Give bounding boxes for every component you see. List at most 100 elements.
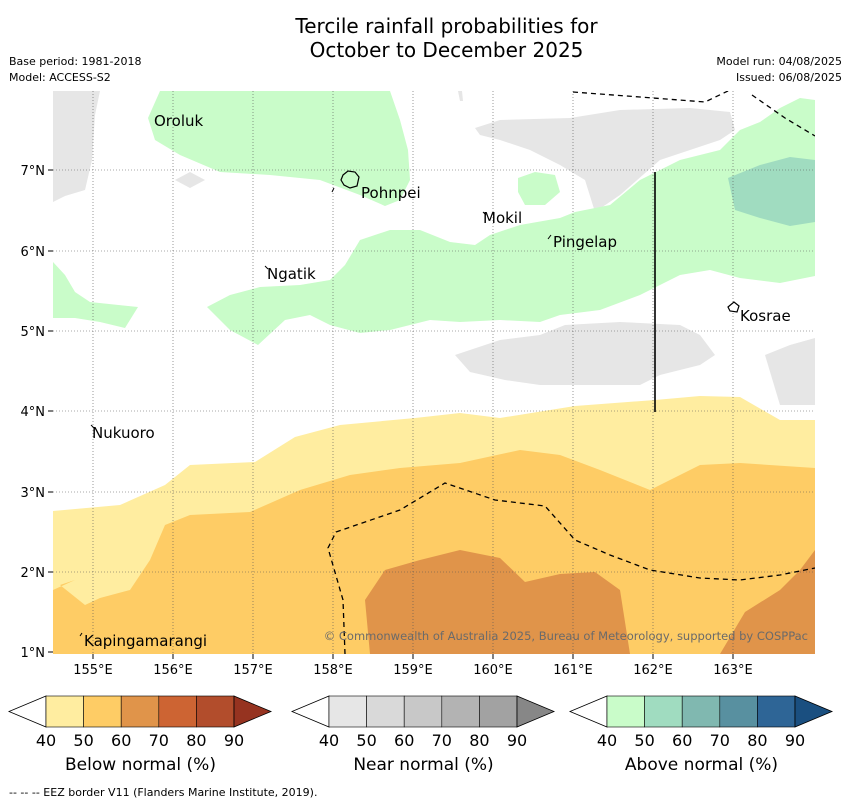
- base-period: Base period: 1981-2018: [9, 55, 142, 68]
- colorbar-tick-label: 80: [747, 731, 767, 750]
- near-normal-region-central: [455, 322, 715, 385]
- colorbar-tick-label: 40: [597, 731, 617, 750]
- lon-tick-label: 159°E: [393, 663, 433, 678]
- place-label-nukuoro: Nukuoro: [92, 424, 155, 442]
- lat-tick-label: 6°N: [21, 245, 46, 260]
- lat-tick-label: 5°N: [21, 325, 46, 340]
- colorbar-segment: [757, 695, 796, 728]
- place-label-pohnpei: Pohnpei: [361, 184, 421, 202]
- map-title: Tercile rainfall probabilities for Octob…: [0, 14, 850, 62]
- place-label-oroluk: Oroluk: [154, 112, 203, 130]
- colorbar-tick-label: 60: [672, 731, 692, 750]
- lat-tick-label: 7°N: [21, 164, 46, 179]
- model-run: Model run: 04/08/2025: [716, 55, 842, 68]
- colorbar-extend-high: [516, 695, 556, 728]
- colorbar-segment: [606, 695, 645, 728]
- colorbar-tick-label: 70: [149, 731, 169, 750]
- colorbar-segment: [441, 695, 480, 728]
- near-normal-region-speck: [458, 91, 463, 101]
- place-label-mokil: Mokil: [483, 209, 522, 227]
- colorbar-tick-label: 50: [356, 731, 376, 750]
- place-label-kapingamarangi: Kapingamarangi: [84, 632, 207, 650]
- colorbar-segment: [719, 695, 758, 728]
- longitude-axis: 155°E 156°E 157°E 158°E 159°E 160°E 161°E 162°E…: [73, 654, 753, 678]
- colorbar-extend-high: [794, 695, 834, 728]
- below-normal-60-70-region: [365, 550, 630, 654]
- colorbar-segment: [366, 695, 405, 728]
- colorbar-tick-label: 80: [186, 731, 206, 750]
- colorbar-segment: [83, 695, 122, 728]
- above-normal-region-north: [148, 91, 410, 206]
- lat-tick-label: 3°N: [21, 486, 46, 501]
- colorbar-segment: [328, 695, 367, 728]
- colorbar-above-title: Above normal (%): [624, 755, 779, 775]
- colorbar-tick-label: 60: [394, 731, 414, 750]
- island-mark: [90, 424, 95, 429]
- near-normal-region-nw: [53, 91, 100, 202]
- colorbar-segment: [681, 695, 721, 728]
- colorbar-extend-low: [290, 695, 330, 728]
- colorbar-tick-label: 40: [36, 731, 56, 750]
- colorbar-extend-high: [233, 695, 273, 728]
- colorbar-tick-label: 40: [319, 731, 339, 750]
- lon-tick-label: 156°E: [153, 663, 193, 678]
- island-mark: [547, 234, 552, 240]
- place-label-pingelap: Pingelap: [553, 233, 617, 251]
- colorbar-near-title: Near normal (%): [353, 755, 494, 775]
- graticule: [53, 91, 815, 654]
- lon-tick-label: 160°E: [473, 663, 513, 678]
- colorbar-below-normal: 40 50 60 70 80 90: [7, 695, 273, 750]
- lon-tick-label: 162°E: [633, 663, 673, 678]
- colorbar-segment: [479, 695, 518, 728]
- lat-tick-label: 2°N: [21, 566, 46, 581]
- lon-tick-label: 157°E: [233, 663, 273, 678]
- eez-border: [327, 91, 815, 654]
- eez-footnote: -- -- -- EEZ border V11 (Flanders Marine…: [9, 786, 318, 799]
- colorbar-above-normal: 40 50 60 70 80 90: [568, 695, 834, 750]
- lon-tick-label: 155°E: [73, 663, 113, 678]
- colorbar-tick-label: 70: [710, 731, 730, 750]
- island-mark: [79, 632, 83, 637]
- lon-tick-label: 158°E: [313, 663, 353, 678]
- lon-tick-label: 161°E: [553, 663, 593, 678]
- island-mark: [331, 187, 335, 193]
- above-normal-region-central: [207, 98, 815, 345]
- kosrae-island: [727, 301, 740, 313]
- island-mark: [264, 265, 269, 270]
- above-normal-region-west: [53, 262, 138, 328]
- colorbar-extend-low: [7, 695, 47, 728]
- near-normal-region-small: [175, 172, 205, 188]
- near-normal-region-east: [765, 338, 815, 405]
- meta-left: Base period: 1981-2018 Model: ACCESS-S2: [9, 54, 141, 86]
- colorbar-tick-label: 60: [111, 731, 131, 750]
- colorbar-tick-label: 90: [507, 731, 527, 750]
- above-normal-50-60-region: [728, 157, 815, 226]
- colorbar-tick-label: 50: [634, 731, 654, 750]
- latitude-axis: 7°N 6°N 5°N 4°N 3°N 2°N 1°N: [21, 164, 53, 661]
- island-mark: [482, 211, 487, 216]
- lat-tick-label: 1°N: [21, 646, 46, 661]
- map-plot-area: Oroluk Pohnpei Mokil Pingelap Ngatik Kos…: [53, 91, 815, 654]
- colorbar-segment: [644, 695, 683, 728]
- colorbar-below-title: Below normal (%): [65, 755, 216, 775]
- place-label-ngatik: Ngatik: [267, 265, 316, 283]
- colorbar-tick-label: 90: [224, 731, 244, 750]
- colorbar-tick-label: 80: [469, 731, 489, 750]
- colorbar-segment: [196, 695, 235, 728]
- pohnpei-island: [340, 170, 360, 189]
- colorbar-extend-low: [568, 695, 608, 728]
- lon-tick-label: 163°E: [713, 663, 753, 678]
- above-normal-region-mokil: [518, 172, 560, 205]
- colorbar-tick-label: 50: [73, 731, 93, 750]
- copyright-notice: © Commonwealth of Australia 2025, Bureau…: [324, 629, 808, 643]
- colorbar-segment: [403, 695, 443, 728]
- colorbar-near-normal: 40 50 60 70 80 90: [290, 695, 556, 750]
- issued-date: Issued: 06/08/2025: [735, 71, 842, 84]
- colorbar-tick-label: 70: [432, 731, 452, 750]
- title-line-2: October to December 2025: [309, 38, 584, 62]
- title-line-1: Tercile rainfall probabilities for: [295, 14, 598, 38]
- colorbar-segment: [45, 695, 84, 728]
- place-label-kosrae: Kosrae: [740, 307, 791, 325]
- below-normal-60-70-region-east: [720, 550, 815, 654]
